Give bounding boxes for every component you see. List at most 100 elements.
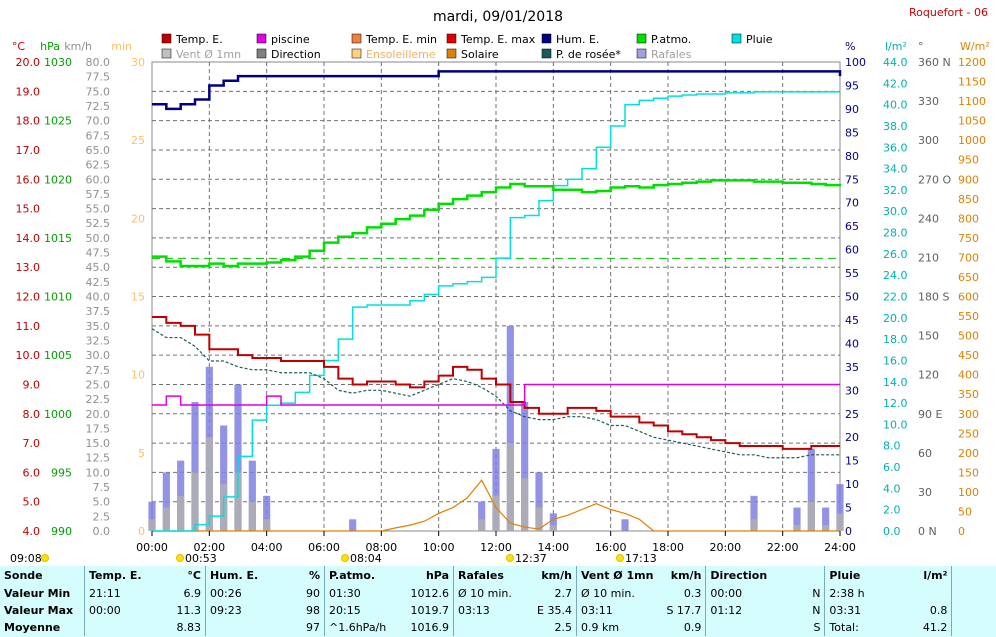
rain-axis-tick: 8.0 <box>883 440 901 453</box>
wind-axis-tick: 75.0 <box>86 85 111 98</box>
hdr-press-unit: hPa <box>425 569 449 582</box>
solar-axis-tick: 0 <box>958 525 965 538</box>
wind-bar <box>822 525 830 531</box>
x-axis-tick-label: 00:00 <box>136 541 168 554</box>
cell-press-value: 1016.9 <box>410 621 450 634</box>
min-axis-tick: 5 <box>138 447 145 460</box>
min-axis-tick: 30 <box>131 56 145 69</box>
hum-axis-tick: 60 <box>845 244 859 257</box>
dir-axis-tick: 90 E <box>918 408 942 421</box>
stats-panel: Sonde Temp. E. °C Hum. E. % P.atmo. hPa … <box>0 566 996 637</box>
legend-swatch <box>636 33 647 44</box>
legend-swatch <box>446 48 457 59</box>
temp-axis-tick: 17.0 <box>16 144 41 157</box>
cell-gust-time <box>453 619 528 636</box>
hum-axis-tick: 85 <box>845 126 859 139</box>
x-axis-tick-label: 02:00 <box>193 541 225 554</box>
hdr-rain-unit: l/m² <box>923 569 948 582</box>
wind-bar <box>793 525 801 531</box>
cell-dir-time <box>705 619 795 636</box>
wind-axis-tick: 65.0 <box>86 144 111 157</box>
wind-axis-tick: 77.5 <box>86 71 111 84</box>
gust-bar <box>621 519 629 531</box>
cell-rain-time: 03:31 <box>824 602 904 619</box>
cell-dir-time: 01:12 <box>705 602 795 619</box>
legend-swatch <box>446 33 457 44</box>
x-axis: 00:00 02:00 04:00 06:00 08:00 10:00 12:00 14:00… <box>10 531 856 565</box>
wind-axis-tick: 25.0 <box>86 378 111 391</box>
legend-swatch <box>256 33 267 44</box>
temp-axis-tick: 8.0 <box>23 408 41 421</box>
gust-bar <box>220 425 228 531</box>
gust-bar <box>191 402 199 531</box>
temp-axis-tick: 6.0 <box>23 466 41 479</box>
gust-bar <box>162 472 170 531</box>
cell-gust-time: 03:13 <box>453 602 528 619</box>
cell-hum-value: 97 <box>306 621 320 634</box>
solar-axis-tick: 950 <box>958 154 979 167</box>
legend-label: Temp. E. min <box>365 33 437 46</box>
cell-dir-value: N <box>812 604 821 617</box>
rain-axis-tick: 16.0 <box>883 354 908 367</box>
min-axis-tick: 20 <box>131 212 145 225</box>
sun-icon <box>341 554 349 562</box>
wind-axis-tick: 5.0 <box>93 496 111 509</box>
wind-axis-tick: 72.5 <box>86 100 111 113</box>
legend-swatch <box>731 33 742 44</box>
stats-row-min: Valeur Min 21:11 6.9 00:26 90 01:30 1012… <box>0 585 996 602</box>
solar-axis-tick: 550 <box>958 310 979 323</box>
legend-label: Rafales <box>651 48 692 61</box>
wind-axis-tick: 35.0 <box>86 320 111 333</box>
series-line-hum-e- <box>152 70 842 111</box>
gust-bar <box>521 402 529 531</box>
hum-axis-tick: 95 <box>845 79 859 92</box>
temp-axis-tick: 4.0 <box>23 525 41 538</box>
x-axis-tick-label: 24:00 <box>824 541 856 554</box>
temp-axis-tick: 20.0 <box>16 56 41 69</box>
press-axis-unit: hPa <box>40 40 60 53</box>
cell-rain-value: 41.2 <box>922 621 948 634</box>
rain-axis-tick: 24.0 <box>883 269 908 282</box>
legend-swatch <box>256 48 267 59</box>
press-axis-tick: 1010 <box>44 291 72 304</box>
series-line-piscine <box>152 383 840 406</box>
cell-temp-time: 21:11 <box>84 585 163 602</box>
temp-axis-tick: 19.0 <box>16 85 41 98</box>
press-axis-tick: 1005 <box>44 349 72 362</box>
wind-axis-tick: 15.0 <box>86 437 111 450</box>
cell-rain-value: 0.8 <box>929 604 948 617</box>
solar-axis-tick: 850 <box>958 193 979 206</box>
hum-axis-tick: 0 <box>845 525 852 538</box>
hdr-rain: Pluie <box>824 566 904 585</box>
hdr-gust-unit: km/h <box>541 569 572 582</box>
sun-marker-label: 12:37 <box>515 552 547 565</box>
rain-axis-tick: 14.0 <box>883 376 908 389</box>
dir-axis-tick: 300 <box>918 134 939 147</box>
press-axis-tick: 995 <box>51 466 72 479</box>
press-axis-tick: 990 <box>51 525 72 538</box>
legend-swatch <box>161 48 172 59</box>
temp-axis-tick: 16.0 <box>16 173 41 186</box>
press-axis-tick: 1015 <box>44 232 72 245</box>
cell-rain-time: Total: <box>824 619 904 636</box>
gust-bar <box>822 507 830 531</box>
wind-bar <box>205 437 213 531</box>
wind-axis-tick: 42.5 <box>86 276 111 289</box>
gust-bar <box>750 495 758 531</box>
wind-axis-tick: 0.0 <box>93 525 111 538</box>
rain-axis-tick: 2.0 <box>883 504 901 517</box>
wind-axis-tick: 45.0 <box>86 261 111 274</box>
hdr-temp: Temp. E. <box>84 566 163 585</box>
cell-gust-value: E 35.4 <box>537 604 572 617</box>
hum-axis-tick: 15 <box>845 455 859 468</box>
gust-bar <box>506 325 514 531</box>
wind-axis-tick: 50.0 <box>86 232 111 245</box>
solar-axis-tick: 200 <box>958 447 979 460</box>
cell-temp-value: 6.9 <box>183 587 202 600</box>
series-line-p-de-ros-e- <box>151 328 840 459</box>
temp-axis-tick: 9.0 <box>23 378 41 391</box>
temp-axis-tick: 5.0 <box>23 496 41 509</box>
wind-axis-tick: 62.5 <box>86 159 111 172</box>
cell-wind-value: 0.3 <box>683 587 702 600</box>
chart-axes: °C 20.0 19.0 18.0 17.0 16.0 15.0 14.0 13.0 12.0 11… <box>12 40 990 538</box>
